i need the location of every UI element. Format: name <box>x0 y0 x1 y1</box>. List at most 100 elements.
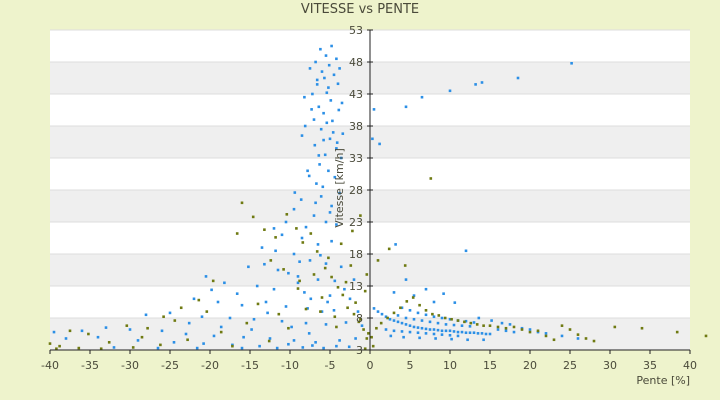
data-point-olive <box>309 232 313 235</box>
data-point-olive <box>424 309 428 312</box>
data-point-olive <box>463 320 466 324</box>
x-tick-label: -25 <box>161 359 179 372</box>
data-point-blue <box>325 121 329 125</box>
data-point-olive <box>437 314 441 317</box>
data-point-blue <box>240 346 244 350</box>
data-point-olive <box>370 335 373 339</box>
data-point-blue <box>332 309 336 312</box>
data-point-blue <box>335 344 338 348</box>
y-tick-label: 23 <box>349 216 363 229</box>
data-point-blue <box>250 328 253 331</box>
data-point-blue <box>472 321 476 324</box>
data-point-olive <box>285 213 289 216</box>
data-point-blue <box>464 331 468 335</box>
y-axis-label: Vitesse [km/h] <box>333 148 346 228</box>
points-outside-plot <box>704 334 708 338</box>
data-point-blue <box>287 342 290 346</box>
data-point-olive <box>269 259 273 262</box>
data-point-olive <box>277 312 281 316</box>
data-point-blue <box>488 332 492 336</box>
data-point-blue <box>400 321 404 325</box>
data-point-olive <box>287 326 290 330</box>
data-point-blue <box>512 330 516 334</box>
data-point-olive <box>496 325 500 329</box>
data-point-blue <box>331 131 335 134</box>
data-point-blue <box>496 328 500 331</box>
data-point-blue <box>312 214 316 217</box>
data-point-blue <box>266 311 269 315</box>
data-point-blue <box>293 191 297 194</box>
data-point-olive <box>298 279 301 283</box>
data-point-blue <box>468 325 472 328</box>
data-point-blue <box>440 316 444 320</box>
data-point-blue <box>309 297 313 301</box>
data-point-olive <box>341 293 345 297</box>
data-point-olive <box>179 306 183 310</box>
data-point-blue <box>560 334 564 338</box>
data-point-blue <box>322 346 325 350</box>
data-point-olive <box>162 315 165 319</box>
data-point-blue <box>384 315 388 319</box>
data-point-blue <box>396 320 400 324</box>
data-point-blue <box>298 260 301 263</box>
x-tick-label: -30 <box>121 359 139 372</box>
data-point-olive <box>335 325 338 329</box>
data-point-blue <box>268 337 272 340</box>
data-point-blue <box>192 297 196 301</box>
data-point-blue <box>263 262 266 266</box>
data-point-olive <box>304 307 308 311</box>
data-point-olive <box>431 312 434 316</box>
x-tick-label: -20 <box>201 359 219 372</box>
data-point-blue <box>320 70 324 73</box>
data-point-blue <box>333 175 337 179</box>
data-point-blue <box>472 331 476 335</box>
data-point-blue <box>416 326 420 329</box>
data-point-olive <box>48 342 52 345</box>
x-tick-label: 40 <box>683 359 697 372</box>
data-point-blue <box>299 198 303 201</box>
data-point-olive <box>367 332 370 335</box>
data-point-olive <box>282 268 285 271</box>
data-point-blue <box>328 294 332 297</box>
data-point-olive <box>359 317 362 321</box>
data-point-blue <box>195 346 199 350</box>
data-point-olive <box>560 324 564 327</box>
data-point-blue <box>394 243 397 246</box>
data-point-olive <box>186 338 189 342</box>
data-point-olive <box>231 344 234 348</box>
data-point-blue <box>341 132 345 135</box>
data-point-olive <box>592 339 596 343</box>
x-tick-label: 35 <box>643 359 657 372</box>
data-point-blue <box>442 292 445 295</box>
data-point-blue <box>280 319 284 323</box>
data-point-blue <box>306 169 309 173</box>
x-tick-label: -40 <box>41 359 59 372</box>
data-point-olive <box>107 341 111 344</box>
data-point-blue <box>372 307 376 310</box>
data-point-blue <box>307 174 311 178</box>
data-point-blue <box>315 78 319 82</box>
data-point-blue <box>301 346 305 349</box>
data-point-blue <box>324 323 328 326</box>
data-point-blue <box>204 275 208 278</box>
data-point-blue <box>330 239 333 243</box>
data-point-blue <box>380 312 384 316</box>
data-point-olive <box>568 328 572 331</box>
data-point-blue <box>339 265 343 269</box>
data-point-blue <box>448 333 452 337</box>
data-point-blue <box>308 67 312 70</box>
data-point-blue <box>436 321 440 325</box>
data-point-blue <box>240 303 244 307</box>
data-point-olive <box>296 287 300 290</box>
x-tick-labels: -40 -35 -30 -25 -20 -15 -10 -5 0 5 10 15 20 25 30 35 40 <box>41 350 697 372</box>
data-point-blue <box>223 281 226 285</box>
data-point-olive <box>55 347 58 351</box>
data-point-olive <box>504 326 508 330</box>
data-point-blue <box>444 323 448 326</box>
data-point-blue <box>321 185 325 189</box>
data-point-blue <box>400 330 404 333</box>
x-tick-label: 20 <box>523 359 537 372</box>
data-point-blue <box>274 249 277 253</box>
data-point-olive <box>488 324 492 327</box>
